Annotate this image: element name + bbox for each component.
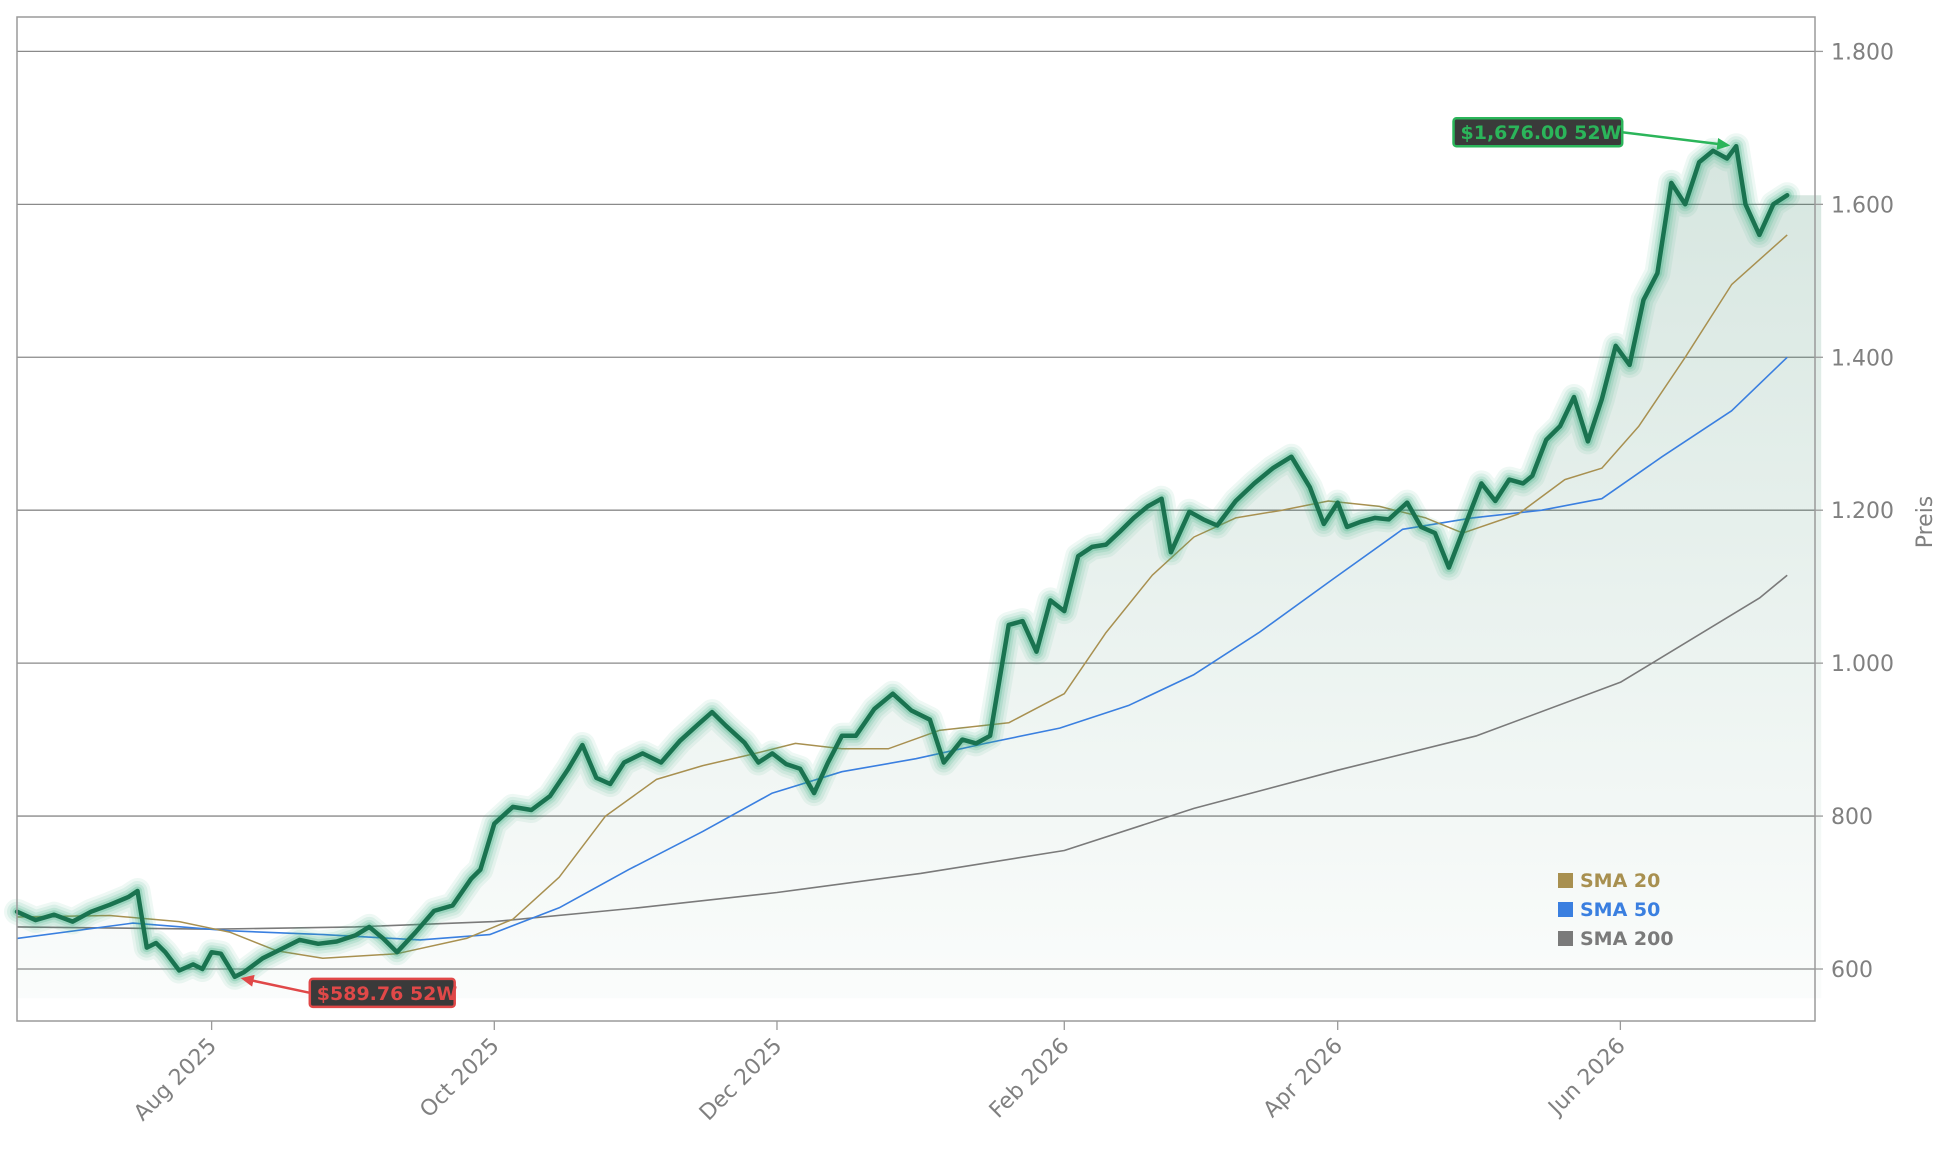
52w-low-label-box (308, 977, 456, 1009)
annotation-arrowhead (240, 974, 255, 987)
x-axis: Aug 2025 Oct 2025 Dec 2025 Feb 2026 Apr 2026… (129, 1021, 1631, 1127)
52w-high-label: $1,676.00 52W (1461, 122, 1622, 144)
y-tick-label: 1.000 (1831, 652, 1894, 677)
y-tick-label: 1.200 (1831, 499, 1894, 524)
x-tick-label: Dec 2025 (695, 1034, 787, 1126)
y-tick-label: 1.600 (1831, 193, 1894, 218)
annotations: $1,676.00 52W $589.76 52W (240, 116, 1731, 1009)
annotation-arrow (250, 978, 311, 995)
y-tick-label: 800 (1831, 805, 1873, 830)
x-tick-label: Feb 2026 (985, 1034, 1075, 1124)
y-axis-title: Preis (1913, 496, 1938, 549)
sma20-line (16, 234, 1788, 960)
x-tick-label: Apr 2026 (1259, 1034, 1348, 1123)
y-tick-label: 1.800 (1831, 40, 1894, 65)
52w-low-label: $589.76 52W (317, 983, 458, 1005)
x-tick-label: Oct 2025 (415, 1034, 504, 1123)
sma20-legend-swatch (1558, 873, 1573, 888)
sma-lines (16, 234, 1788, 960)
x-tick-label: Aug 2025 (129, 1034, 222, 1127)
y-axis: 600 800 1.000 1.200 1.400 1.600 1.800 (1815, 40, 1894, 983)
price-line (14, 143, 1790, 980)
sma50-legend-label: SMA 50 (1580, 899, 1660, 921)
plot-frame (16, 16, 1816, 1022)
sma50-line (16, 356, 1788, 941)
y-tick-label: 1.400 (1831, 346, 1894, 371)
x-tick-label: Jun 2026 (1543, 1034, 1631, 1122)
price-area-fill (17, 146, 1822, 999)
price-line-group (4, 133, 1801, 990)
legend: SMA 20 SMA 50 SMA 200 (1558, 870, 1674, 950)
sma20-legend-label: SMA 20 (1580, 870, 1660, 892)
y-tick-label: 600 (1831, 958, 1873, 983)
sma200-line (16, 574, 1788, 930)
sma50-legend-swatch (1558, 902, 1573, 917)
sma200-legend-label: SMA 200 (1580, 928, 1674, 950)
52w-high-label-box (1452, 116, 1624, 148)
annotation-arrow (1622, 130, 1721, 146)
sma200-legend-swatch (1558, 931, 1573, 946)
annotation-arrowhead (1716, 137, 1731, 150)
